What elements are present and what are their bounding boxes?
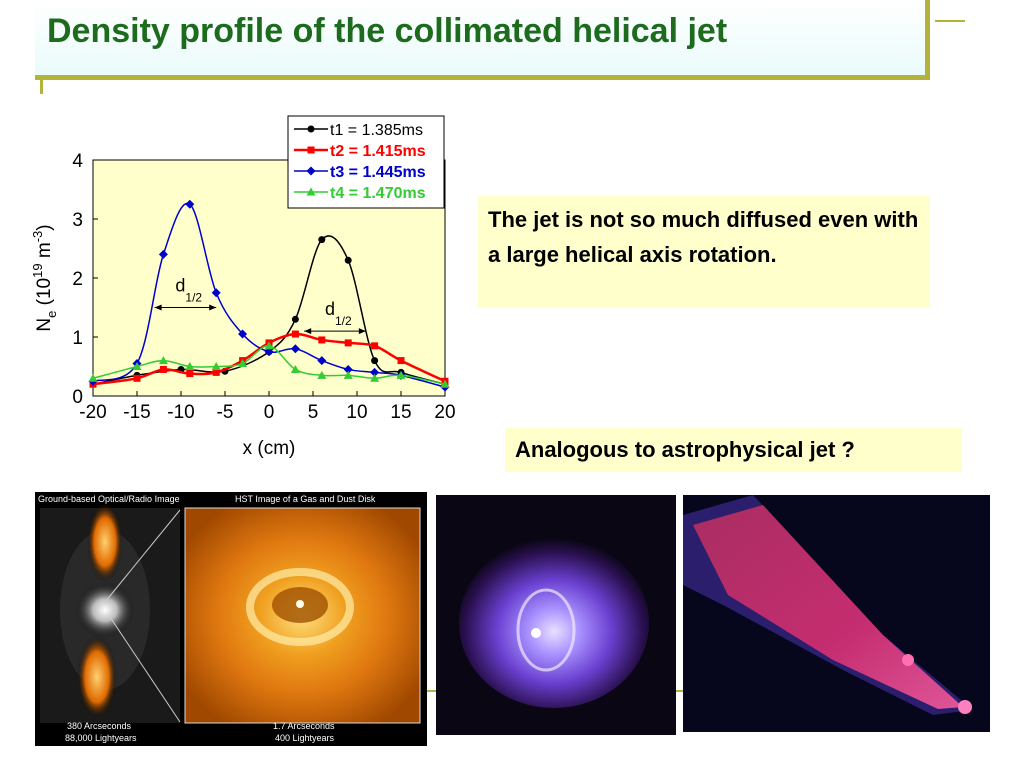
y-axis-label-n: N: [34, 318, 55, 332]
y-tick-label: 2: [72, 269, 83, 290]
half-width-label: d: [325, 299, 335, 319]
x-tick-label: -15: [123, 402, 150, 423]
x-tick-label: 10: [346, 402, 367, 423]
note-jet-diffusion: The jet is not so much diffused even wit…: [478, 196, 930, 308]
data-point: [440, 379, 450, 388]
x-axis-label: x (cm): [243, 438, 296, 459]
panel2-scale-ly: 400 Lightyears: [275, 733, 335, 743]
x-tick-label: -10: [167, 402, 194, 423]
annotation-layer: d1/2d1/2: [154, 276, 366, 335]
data-point: [264, 341, 274, 350]
data-point: [306, 187, 316, 196]
data-point: [238, 329, 248, 339]
data-point: [88, 373, 98, 382]
y-axis-label-e: e: [44, 311, 59, 318]
data-point: [307, 146, 315, 154]
arrow-head: [154, 304, 162, 311]
x-tick-label: 5: [308, 402, 319, 423]
y-axis-label-exp1: 19: [30, 263, 45, 277]
data-point: [290, 344, 300, 354]
galaxy-jet-image: Ground-based Optical/Radio Image HST Ima…: [35, 492, 427, 746]
x-tick-label: 15: [390, 402, 411, 423]
data-point: [344, 256, 352, 264]
data-point: [158, 356, 168, 365]
data-point: [211, 362, 221, 370]
data-point: [211, 288, 221, 298]
data-point: [396, 370, 406, 379]
y-axis-label-exp2: -3: [30, 231, 45, 243]
data-point: [238, 359, 248, 368]
y-tick-label: 0: [72, 387, 83, 408]
data-point: [370, 367, 380, 377]
y-tick-label: 1: [72, 328, 83, 349]
data-point: [318, 236, 326, 244]
y-axis-label: Ne (1019 m-3): [30, 224, 59, 331]
title-accent-line: [935, 20, 965, 22]
title-accent-tick: [40, 80, 43, 94]
arrow-head: [209, 304, 217, 311]
x-tick-label: -5: [217, 402, 234, 423]
legend-label: t4 = 1.470ms: [330, 185, 426, 202]
page-title: Density profile of the collimated helica…: [47, 12, 728, 50]
hh-jet-image: [683, 495, 990, 732]
panel2-header: HST Image of a Gas and Dust Disk: [235, 494, 376, 504]
x-tick-label: 20: [434, 402, 455, 423]
data-point: [264, 347, 274, 357]
data-point: [343, 364, 353, 374]
tick-layer: -20 -15 -10 -5 0 5 10 15 20 0 1 2 3 4: [72, 151, 455, 423]
crab-nebula-image: [436, 495, 676, 735]
nebula-graphic: [436, 495, 676, 735]
data-point: [318, 336, 326, 344]
data-point: [344, 339, 352, 347]
half-width-subscript: 1/2: [185, 291, 202, 305]
x-tick-label: -20: [79, 402, 106, 423]
data-point: [317, 356, 327, 366]
data-point: [185, 199, 195, 209]
data-point: [291, 315, 299, 323]
data-point: [317, 370, 327, 379]
data-point: [133, 374, 141, 382]
data-point: [307, 125, 315, 133]
data-point: [185, 362, 195, 370]
data-point: [290, 364, 300, 373]
data-point: [212, 368, 220, 376]
data-point: [159, 365, 167, 373]
data-point: [371, 357, 379, 365]
svg-text:Ne (1019 m-3): Ne (1019 m-3): [30, 224, 59, 331]
data-point: [370, 373, 380, 382]
data-point: [291, 330, 299, 338]
panel2-scale-arcsec: 1.7 Arcseconds: [273, 721, 335, 731]
y-axis-label-unit: (10: [34, 278, 55, 311]
data-point: [132, 362, 142, 370]
x-tick-label: 0: [264, 402, 275, 423]
data-point: [186, 370, 194, 378]
title-box: Density profile of the collimated helica…: [35, 0, 930, 80]
y-tick-label: 4: [72, 151, 83, 172]
legend-label: t3 = 1.445ms: [330, 164, 426, 181]
legend: t1 = 1.385ms t2 = 1.415ms t3 = 1.445ms t4 =…: [287, 115, 445, 209]
series-layer: [88, 199, 450, 392]
note-astrophysical: Analogous to astrophysical jet ?: [505, 428, 962, 472]
data-point: [343, 370, 353, 379]
data-point: [158, 249, 168, 259]
legend-label: t1 = 1.385ms: [330, 122, 423, 139]
arrow-head: [358, 328, 366, 335]
panel1-scale-arcsec: 380 Arcseconds: [67, 721, 132, 731]
panel1-header: Ground-based Optical/Radio Image: [38, 494, 180, 504]
y-axis-label-m: m: [34, 242, 55, 263]
legend-label: t2 = 1.415ms: [330, 143, 426, 160]
data-point: [306, 166, 316, 176]
data-point: [397, 357, 405, 365]
half-width-subscript: 1/2: [335, 314, 352, 328]
arrow-head: [304, 328, 312, 335]
hh-jet-graphic: [683, 495, 990, 732]
data-point: [371, 342, 379, 350]
y-axis-label-close: ): [34, 224, 55, 230]
half-width-label: d: [175, 276, 185, 296]
galaxy-jet-graphic: Ground-based Optical/Radio Image HST Ima…: [35, 492, 427, 746]
panel1-scale-ly: 88,000 Lightyears: [65, 733, 137, 743]
y-tick-label: 3: [72, 210, 83, 231]
